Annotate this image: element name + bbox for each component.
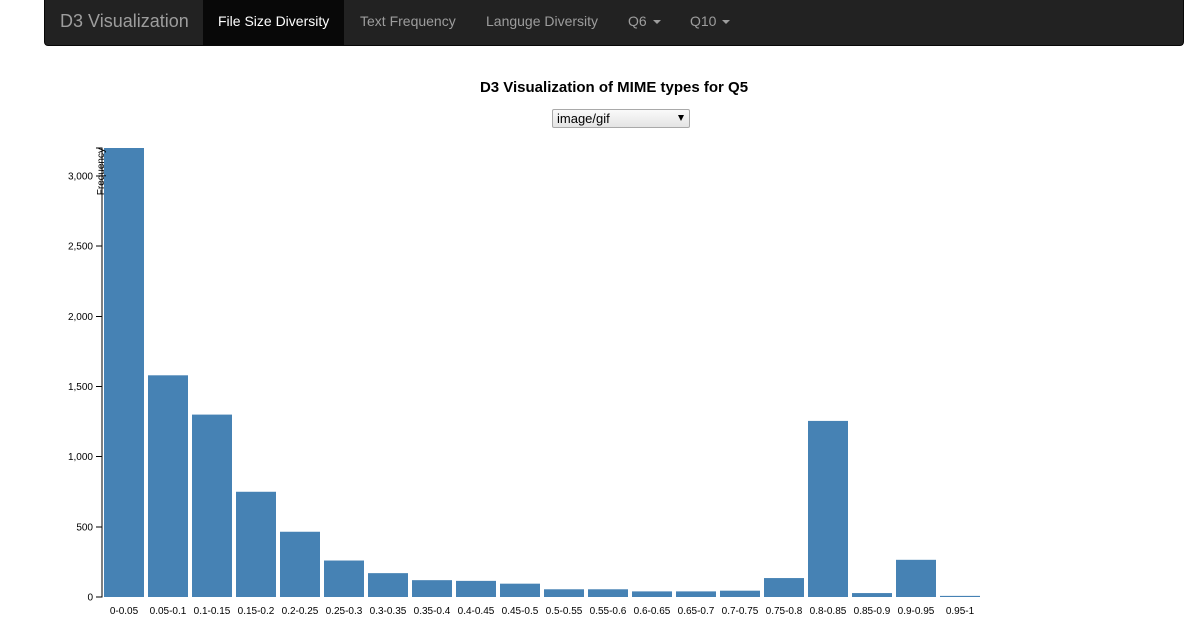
x-tick-label: 0.85-0.9 — [854, 606, 891, 617]
x-tick-label: 0.75-0.8 — [766, 606, 803, 617]
bar-0.3-0.35[interactable] — [368, 573, 408, 597]
navbar-brand[interactable]: D3 Visualization — [60, 11, 189, 31]
bar-0.25-0.3[interactable] — [324, 560, 364, 597]
navbar: D3 Visualization File Size Diversity Tex… — [44, 0, 1184, 46]
x-tick-label: 0.1-0.15 — [194, 606, 231, 617]
bar-0.45-0.5[interactable] — [500, 583, 540, 597]
bar-0.1-0.15[interactable] — [192, 414, 232, 597]
x-tick-label: 0.95-1 — [946, 606, 975, 617]
x-tick-label: 0.05-0.1 — [150, 606, 187, 617]
nav-language-diversity[interactable]: Languge Diversity — [471, 0, 613, 45]
y-tick-label: 2,500 — [68, 242, 93, 253]
bar-0.35-0.4[interactable] — [412, 580, 452, 597]
nav-q10-label: Q10 — [690, 13, 717, 29]
x-tick-label: 0.7-0.75 — [722, 606, 759, 617]
nav-file-size-diversity-label: File Size Diversity — [218, 13, 330, 29]
bar-0.55-0.6[interactable] — [588, 589, 628, 597]
x-tick-label: 0.8-0.85 — [810, 606, 847, 617]
nav-q10-dropdown[interactable]: Q10 — [675, 0, 745, 45]
bar-0.65-0.7[interactable] — [676, 591, 716, 597]
nav-language-diversity-label: Languge Diversity — [486, 13, 599, 29]
bar-0.2-0.25[interactable] — [280, 531, 320, 597]
mime-type-select[interactable]: image/gif — [552, 109, 690, 128]
x-tick-label: 0.45-0.5 — [502, 606, 539, 617]
bar-0.5-0.55[interactable] — [544, 589, 584, 597]
dropdown-arrow-icon — [678, 115, 684, 121]
nav-text-frequency[interactable]: Text Frequency — [345, 0, 471, 45]
x-tick-label: 0.65-0.7 — [678, 606, 715, 617]
nav-text-frequency-label: Text Frequency — [360, 13, 456, 29]
x-tick-label: 0.5-0.55 — [546, 606, 583, 617]
x-tick-label: 0.2-0.25 — [282, 606, 319, 617]
x-tick-label: 0.25-0.3 — [326, 606, 363, 617]
nav-q6-dropdown[interactable]: Q6 — [613, 0, 676, 45]
y-tick-label: 2,000 — [68, 312, 93, 323]
bar-0.7-0.75[interactable] — [720, 590, 760, 597]
y-tick-label: 0 — [87, 593, 93, 604]
x-tick-label: 0.6-0.65 — [634, 606, 671, 617]
bar-0.75-0.8[interactable] — [764, 578, 804, 597]
y-axis-label: Frequency — [96, 148, 107, 195]
x-tick-label: 0.3-0.35 — [370, 606, 407, 617]
y-tick-label: 1,500 — [68, 382, 93, 393]
bar-0.95-1[interactable] — [940, 595, 980, 597]
chart-title: D3 Visualization of MIME types for Q5 — [479, 79, 749, 96]
bar-0.4-0.45[interactable] — [456, 580, 496, 597]
x-tick-label: 0.9-0.95 — [898, 606, 935, 617]
bar-0-0.05[interactable] — [104, 148, 144, 597]
x-tick-label: 0.35-0.4 — [414, 606, 451, 617]
x-tick-label: 0-0.05 — [110, 606, 139, 617]
nav-q6-label: Q6 — [628, 13, 647, 29]
caret-down-icon — [722, 20, 731, 25]
caret-down-icon — [652, 20, 661, 25]
x-tick-label: 0.4-0.45 — [458, 606, 495, 617]
y-tick-label: 1,000 — [68, 452, 93, 463]
x-tick-label: 0.15-0.2 — [238, 606, 275, 617]
bar-0.6-0.65[interactable] — [632, 591, 672, 597]
y-tick-label: 500 — [76, 522, 93, 533]
bar-0.9-0.95[interactable] — [896, 559, 936, 597]
bar-0.8-0.85[interactable] — [808, 420, 848, 597]
nav-file-size-diversity[interactable]: File Size Diversity — [203, 0, 345, 45]
mime-type-select-value: image/gif — [557, 111, 610, 126]
bar-0.05-0.1[interactable] — [148, 375, 188, 597]
bar-0.85-0.9[interactable] — [852, 593, 892, 597]
bar-0.15-0.2[interactable] — [236, 491, 276, 597]
y-axis-line — [96, 147, 103, 598]
y-tick-label: 3,000 — [68, 172, 93, 183]
x-tick-label: 0.55-0.6 — [590, 606, 627, 617]
